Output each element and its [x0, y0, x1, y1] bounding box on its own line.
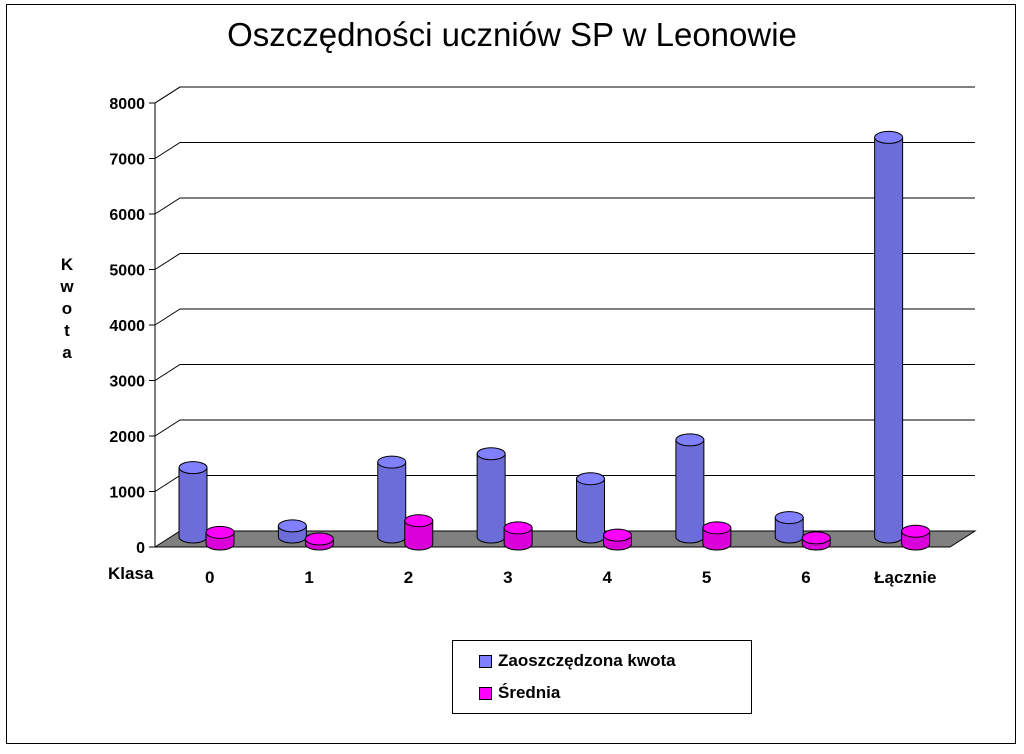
bar-savings-top	[774, 511, 804, 525]
chart-frame	[6, 4, 1016, 744]
bar-average-body	[404, 520, 434, 551]
y-axis-label-letter: a	[62, 343, 72, 362]
gridline	[154, 86, 975, 104]
y-tick-label: 5000	[109, 263, 145, 280]
bar-savings-top	[874, 130, 904, 144]
y-axis-label-letter: w	[60, 277, 74, 296]
bar-average-top	[404, 514, 434, 528]
bar-savings-top	[576, 472, 605, 486]
bar-average-top	[702, 521, 732, 535]
legend-label-average: Średnia	[498, 683, 561, 702]
y-tick-label: 0	[136, 540, 145, 557]
x-tick-label: 3	[503, 568, 512, 587]
bar-average-top	[503, 521, 533, 535]
bar-average-top	[304, 532, 334, 546]
chart-floor	[153, 530, 977, 548]
bar-savings-body	[874, 136, 904, 544]
x-axis-label: Klasa	[108, 564, 154, 583]
y-axis-label: K w o t a	[56, 254, 78, 364]
x-tick-label: 5	[702, 568, 711, 587]
gridline	[154, 197, 975, 215]
y-tick-label: 2000	[109, 429, 145, 446]
y-axis-label-letter: o	[61, 299, 73, 318]
bar-savings-body	[178, 467, 208, 544]
gridline	[154, 419, 975, 437]
gridline	[154, 364, 975, 381]
legend-swatch-savings	[479, 654, 492, 668]
y-axis-label-letter: K	[60, 255, 74, 274]
bar-savings-top	[377, 455, 407, 469]
gridline	[154, 253, 975, 270]
bar-savings-top	[178, 461, 208, 475]
y-tick-label: 6000	[109, 207, 145, 224]
bar-savings-body	[476, 453, 506, 544]
legend-item-savings: Zaoszczędzona kwota	[479, 651, 676, 671]
gridline	[154, 475, 975, 492]
x-tick-label: 1	[304, 568, 313, 587]
x-tick-label: 2	[404, 568, 413, 587]
bar-average-top	[801, 531, 831, 545]
x-tick-label: 6	[801, 568, 810, 587]
y-axis-label-letter: t	[64, 321, 70, 340]
bar-savings-top	[277, 519, 307, 533]
y-tick-label: 8000	[109, 96, 145, 113]
bar-savings-body	[675, 439, 705, 544]
gridline	[154, 308, 975, 326]
legend-swatch-average	[479, 686, 492, 700]
bar-average-top	[603, 528, 632, 542]
x-tick-label: 4	[602, 568, 612, 587]
x-tick-label: 0	[205, 568, 214, 587]
bar-savings-body	[377, 461, 407, 544]
y-tick-label: 7000	[109, 152, 145, 169]
bar-average-top	[901, 524, 931, 538]
y-tick-label: 1000	[109, 485, 145, 502]
legend-label-savings: Zaoszczędzona kwota	[498, 651, 676, 670]
bar-savings-top	[476, 447, 506, 461]
bar-savings-top	[675, 433, 705, 447]
y-tick-label: 4000	[109, 318, 145, 335]
legend-item-average: Średnia	[479, 683, 560, 703]
y-tick-label: 3000	[109, 374, 145, 391]
gridline	[154, 142, 975, 159]
bar-savings-body	[576, 478, 605, 544]
legend: Zaoszczędzona kwota Średnia	[452, 640, 752, 714]
x-tick-label: Łącznie	[874, 568, 936, 587]
bar-average-top	[205, 525, 235, 539]
chart-title: Oszczędności uczniów SP w Leonowie	[227, 16, 797, 53]
wall-edge	[154, 86, 181, 104]
